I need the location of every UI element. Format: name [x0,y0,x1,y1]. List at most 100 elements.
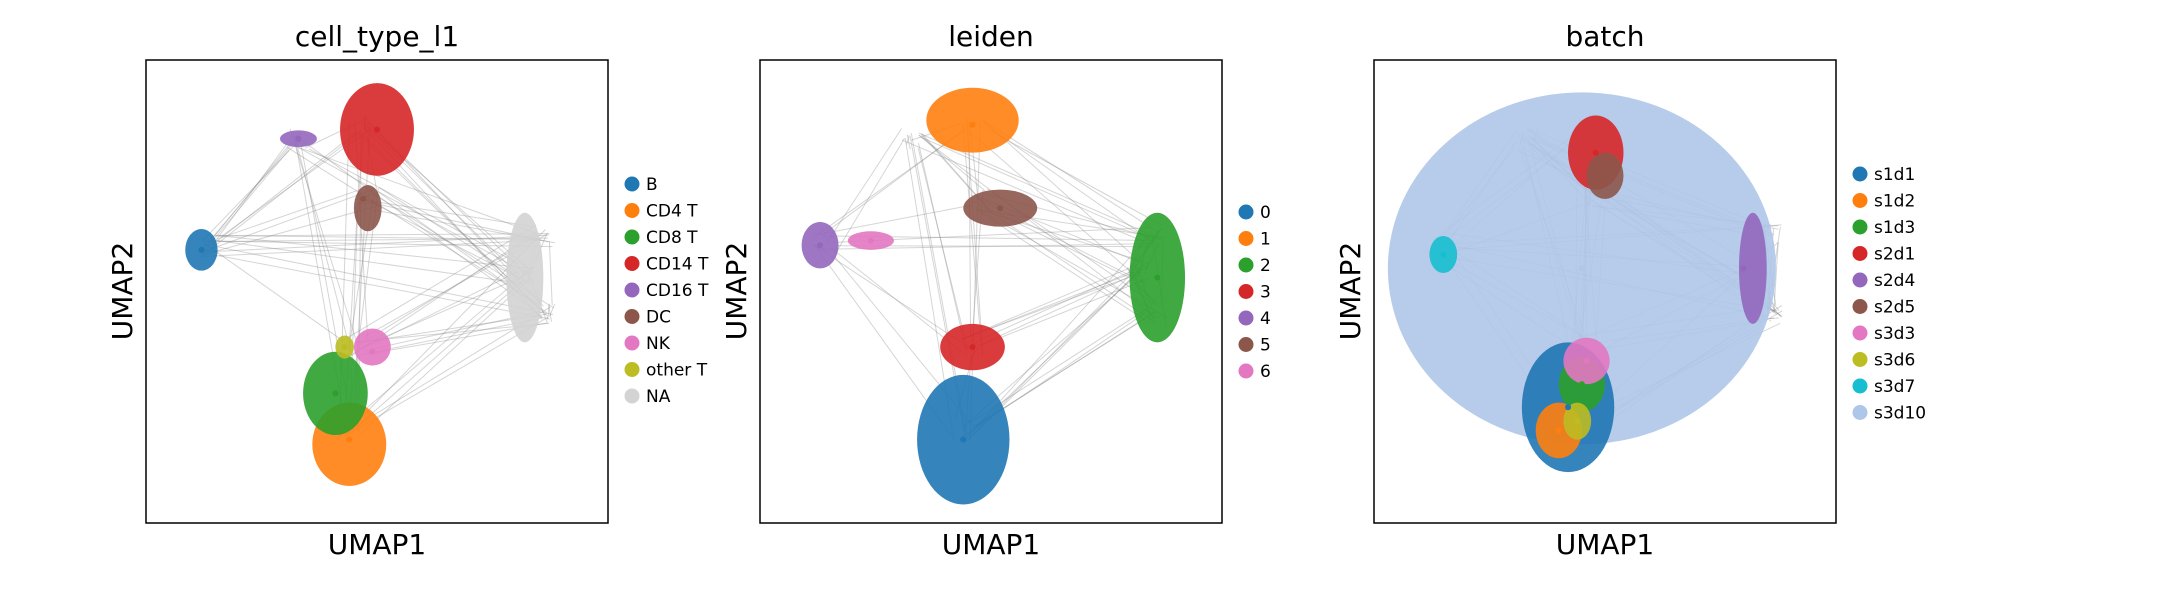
graph-edge [215,239,525,285]
legend-marker [624,256,640,271]
graph-edge [213,131,301,238]
legend-marker [1852,378,1868,394]
plot-frame [759,59,1223,524]
graph-edge [906,134,911,150]
legend-label: NA [646,387,671,407]
graph-edge [918,135,987,193]
graph-edge [961,264,1137,340]
legend-marker [624,229,640,245]
scatter-point-cd4-t [346,436,353,443]
legend-label: 5 [1260,336,1271,356]
scatter-point-s3d10 [1578,265,1585,272]
legend-label: s3d10 [1874,404,1926,424]
scatter-points [801,87,1186,505]
legend-marker [1852,193,1868,208]
graph-edge [972,308,1148,422]
scatter-point-cd16-t [295,135,302,142]
scatter-point-2 [1154,274,1161,281]
scatter-point-4 [817,242,824,249]
graph-edge [202,240,553,248]
legend-label: 3 [1260,283,1271,303]
graph-edge [982,119,1145,266]
graph-edge [202,204,380,256]
legend-label: CD16 T [646,281,709,301]
graph-edge [211,131,358,246]
scatter-point-s1d1 [1565,404,1572,411]
legend-marker [624,176,640,192]
graph-edge [835,138,905,254]
legend-label: s2d1 [1874,245,1915,265]
graph-edge [216,188,362,240]
graph-edge [832,248,966,355]
graph-edge [1773,242,1779,313]
legend-marker [624,335,640,351]
graph-edge [547,303,550,320]
x-axis-label: UMAP1 [328,528,427,561]
graph-edge [202,189,373,253]
legend-label: s1d3 [1874,218,1915,238]
legend-marker [1852,166,1868,182]
scatter-point-b [198,246,205,253]
legend-label: B [646,175,658,195]
legend-marker [1852,299,1868,314]
legend-marker [624,309,640,324]
scatter-point-s3d3 [1583,357,1590,364]
legend-label: CD4 T [646,202,698,222]
cluster-nk [353,328,391,366]
y-axis-label: UMAP2 [720,242,753,341]
graph-edge [200,149,290,255]
graph-edge [211,135,294,246]
scatter-points [1387,92,1783,473]
legend-label: s2d5 [1874,298,1915,318]
graph-edge [975,208,1149,323]
graph-edge [293,144,529,276]
graph-edge [359,271,534,349]
graph-edge [968,124,972,337]
legend-marker [624,362,640,377]
graph-edge [965,116,984,355]
legend-label: 6 [1260,362,1271,382]
legend-label: 4 [1260,309,1271,329]
legend-label: 1 [1260,230,1271,250]
legend-label: other T [646,361,708,381]
graph-edge [215,233,550,237]
graph-edge [358,198,532,227]
legend-marker [1238,310,1254,326]
scatter-point-s3d7 [1440,251,1447,258]
y-axis-label: UMAP2 [1334,242,1367,341]
legend-label: 0 [1260,203,1271,223]
scatter-point-s2d4 [1740,265,1747,272]
panel-batch: batch UMAP1 UMAP2 s1d1 s1d2 s1d3 s2d1 s2d4 s2… [1334,20,1926,561]
plot-frame [1373,59,1837,524]
legend-label: s3d3 [1874,324,1915,344]
legend: s1d1 s1d2 s1d3 s2d1 s2d4 s2d5 s3d3 s3d6 s3d7 s3d1… [1852,165,1926,424]
legend: B CD4 T CD8 T CD14 T CD16 T DC NK other T NA [624,175,709,407]
plot-frame [145,59,609,524]
graph-edge [974,311,1156,428]
scatter-point-s2d1 [1592,149,1599,156]
graph-edge [202,137,299,250]
legend-marker [1852,246,1868,261]
graph-edge [917,148,969,350]
graph-edge [981,277,1150,346]
graph-edge [219,255,550,320]
legend-marker [1238,363,1254,379]
cluster-na [506,212,544,343]
graph-edge [827,128,903,242]
graph-edge [218,246,554,316]
graph-edge [354,316,549,431]
graph-edge [813,130,964,238]
legend-label: CD8 T [646,228,698,248]
scatter-point-1 [969,121,976,128]
graph-edge [218,235,535,270]
legend-label: 2 [1260,256,1271,276]
legend-label: s3d7 [1874,377,1915,397]
cluster-s2d4 [1738,212,1767,324]
legend-marker [1238,204,1254,220]
legend: 0 1 2 3 4 5 6 [1238,203,1271,382]
x-axis-label: UMAP1 [1556,528,1655,561]
graph-edge [1768,317,1779,320]
scatter-point-s1d3 [1578,381,1585,388]
graph-edge [964,276,1132,339]
legend-marker [1238,257,1254,273]
